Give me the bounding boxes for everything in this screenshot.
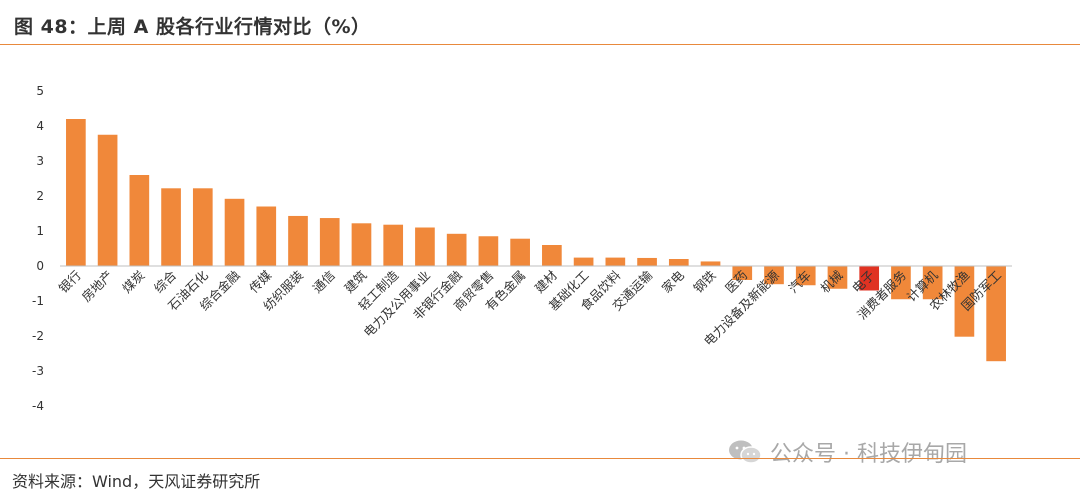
bar: [795, 266, 816, 286]
bar: [256, 206, 277, 266]
y-tick-label: 4: [36, 119, 44, 133]
bar: [415, 227, 435, 266]
y-tick-label: -4: [32, 399, 44, 413]
bar: [319, 218, 340, 266]
y-tick-label: 2: [36, 189, 44, 203]
x-tick-label: 房地产: [79, 268, 116, 305]
x-tick-label: 钢铁: [690, 267, 719, 296]
x-tick-label: 通信: [310, 268, 338, 296]
bar: [668, 259, 689, 266]
bar-chart: 543210-1-2-3-4银行房地产 煤炭 综合石油石化综合金融 传媒纺织服装 通信建…: [32, 84, 1012, 413]
bar: [224, 198, 245, 266]
y-tick-label: -1: [32, 294, 44, 308]
bar: [383, 224, 404, 266]
bar: [954, 266, 975, 337]
bar: [764, 266, 784, 285]
bar: [922, 266, 943, 300]
figure-title: 图 48：上周 A 股各行业行情对比（%）: [14, 16, 371, 38]
y-tick-label: 5: [36, 84, 44, 98]
bar: [605, 257, 626, 266]
bar: [161, 188, 181, 266]
source-note: 资料来源：Wind，天风证券研究所: [12, 472, 261, 491]
bar: [573, 257, 594, 266]
y-tick-label: 1: [36, 224, 44, 238]
title-divider: [0, 44, 1080, 45]
bar: [637, 257, 657, 266]
x-tick-label: 家电: [659, 267, 688, 296]
bar: [510, 238, 530, 266]
bar: [351, 223, 372, 266]
bar: [288, 215, 308, 266]
wechat-icon: [729, 440, 762, 464]
bar: [891, 266, 911, 300]
bar: [542, 245, 562, 266]
bar: [66, 119, 86, 266]
bar: [129, 175, 150, 266]
y-tick-label: 3: [36, 154, 44, 168]
bar: [478, 236, 499, 266]
bar: [732, 266, 753, 280]
y-tick-label: 0: [36, 259, 44, 273]
source-divider: [0, 458, 1080, 459]
bar: [97, 134, 118, 266]
watermark-text: 公众号 · 科技伊甸园: [770, 442, 967, 467]
bar: [192, 188, 213, 266]
y-tick-label: -3: [32, 364, 44, 378]
watermark: 公众号 · 科技伊甸园: [728, 436, 967, 468]
bar: [446, 233, 467, 266]
y-tick-label: -2: [32, 329, 44, 343]
bar: [986, 266, 1006, 362]
bar: [827, 266, 848, 289]
bar: [700, 261, 721, 266]
x-tick-label: 煤炭: [119, 268, 147, 296]
bar: [859, 266, 880, 291]
